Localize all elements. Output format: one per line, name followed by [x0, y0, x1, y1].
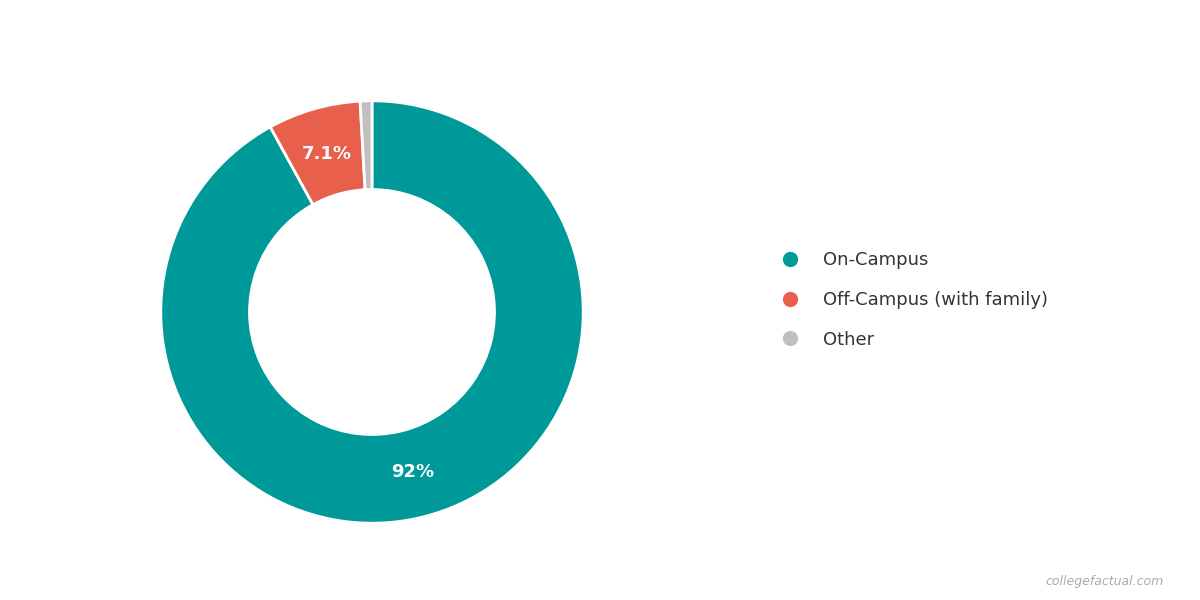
Wedge shape — [161, 101, 583, 523]
Wedge shape — [360, 101, 372, 190]
Wedge shape — [270, 101, 365, 205]
Text: collegefactual.com: collegefactual.com — [1045, 575, 1164, 588]
Legend: On-Campus, Off-Campus (with family), Other: On-Campus, Off-Campus (with family), Oth… — [766, 244, 1055, 356]
Text: 7.1%: 7.1% — [301, 145, 352, 163]
Text: 92%: 92% — [391, 463, 434, 481]
